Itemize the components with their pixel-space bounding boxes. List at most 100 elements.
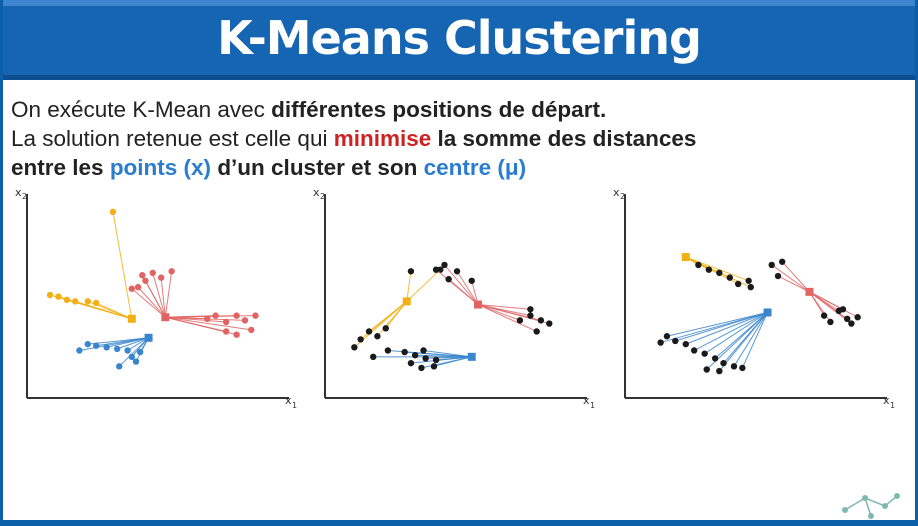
data-point: [768, 261, 775, 269]
cluster-center-red: [474, 300, 483, 309]
data-point: [365, 328, 373, 335]
data-point: [370, 353, 377, 361]
data-point: [527, 306, 534, 313]
link-line: [718, 312, 768, 372]
data-point: [734, 280, 742, 288]
data-point: [116, 363, 123, 370]
y-axis-sub-1: 2: [22, 192, 27, 201]
data-point: [132, 358, 140, 365]
link-line: [477, 304, 550, 325]
data-point: [430, 363, 438, 370]
data-point: [142, 277, 149, 284]
data-point: [854, 314, 861, 321]
data-point: [663, 333, 671, 340]
y-axis-label-1: x: [15, 186, 22, 199]
text-line-2-normal: La solution retenue est celle qui: [11, 126, 334, 151]
body-text: On exécute K-Mean avec différentes posit…: [11, 95, 911, 182]
data-point: [705, 266, 713, 273]
data-point: [55, 293, 62, 300]
data-point: [157, 274, 165, 281]
link-line: [165, 315, 256, 318]
data-point: [84, 340, 91, 348]
data-point: [432, 266, 440, 273]
y-axis-sub-2: 2: [320, 192, 325, 201]
data-point: [441, 261, 448, 269]
link-line: [423, 349, 472, 358]
data-point: [527, 312, 534, 319]
data-point: [716, 269, 723, 277]
link-line: [96, 337, 149, 347]
data-point: [682, 340, 689, 348]
x-axis-sub-2: 1: [590, 401, 595, 410]
text-minimise: minimise: [333, 126, 432, 151]
data-point: [779, 258, 786, 265]
data-point: [516, 317, 524, 324]
link-line: [406, 269, 441, 302]
link-line: [368, 300, 408, 332]
network-logo-icon: [842, 493, 900, 519]
link-line: [118, 337, 149, 367]
data-point: [222, 318, 230, 326]
data-point: [422, 355, 429, 362]
cluster-center-blue: [763, 308, 772, 317]
data-point: [384, 347, 392, 354]
data-point: [139, 272, 146, 279]
data-point: [357, 336, 364, 343]
data-point: [204, 315, 211, 322]
data-point: [843, 315, 851, 322]
link-line: [165, 316, 252, 331]
data-point: [76, 347, 83, 354]
data-point: [701, 350, 708, 357]
data-point: [134, 283, 142, 291]
x-axis-sub-1: 1: [292, 401, 297, 410]
x-axis-label-3: x: [883, 394, 890, 407]
data-point: [745, 277, 752, 284]
data-point: [672, 337, 679, 345]
cluster-center-red: [805, 287, 814, 296]
cluster-center-yellow: [402, 297, 411, 306]
data-point: [726, 274, 733, 281]
text-points: points (x): [109, 155, 212, 180]
link-line: [741, 312, 768, 369]
data-point: [109, 208, 117, 216]
y-axis-label-2: x: [313, 186, 320, 199]
data-point: [136, 348, 144, 356]
link-line: [704, 312, 768, 355]
link-line: [771, 264, 810, 293]
data-point: [407, 359, 415, 367]
data-point: [72, 298, 79, 305]
x-axis-sub-3: 1: [890, 401, 895, 410]
data-point: [248, 326, 255, 334]
y-axis-sub-3: 2: [620, 192, 625, 201]
data-point: [124, 347, 131, 354]
text-line-2-bold: la somme des distances: [431, 126, 697, 151]
text-line-3: entre les points (x) d’un cluster et son…: [11, 153, 911, 182]
data-point: [212, 312, 219, 319]
link-line: [160, 277, 166, 318]
data-point: [747, 283, 754, 291]
data-point: [241, 317, 249, 324]
link-line: [152, 272, 166, 318]
title-bar: K-Means Clustering: [3, 0, 915, 80]
cluster-center-yellow: [681, 253, 690, 262]
link-line: [809, 291, 831, 323]
data-point: [401, 348, 408, 356]
link-line: [421, 356, 472, 369]
data-point: [168, 268, 175, 275]
data-point: [113, 345, 121, 353]
text-line-3-bold-b: d’un cluster et son: [211, 155, 424, 180]
data-point: [827, 318, 834, 326]
link-line: [164, 271, 173, 318]
text-line-2: La solution retenue est celle qui minimi…: [11, 124, 911, 153]
cluster-center-blue: [467, 352, 476, 361]
link-line: [137, 286, 166, 318]
link-line: [444, 264, 479, 305]
data-point: [657, 339, 664, 346]
data-point: [716, 367, 723, 375]
data-point: [411, 352, 419, 359]
data-point: [537, 317, 545, 324]
link-line: [95, 302, 133, 320]
link-line: [112, 211, 133, 319]
slide-title: K-Means Clustering: [217, 11, 702, 65]
data-point: [128, 285, 135, 292]
